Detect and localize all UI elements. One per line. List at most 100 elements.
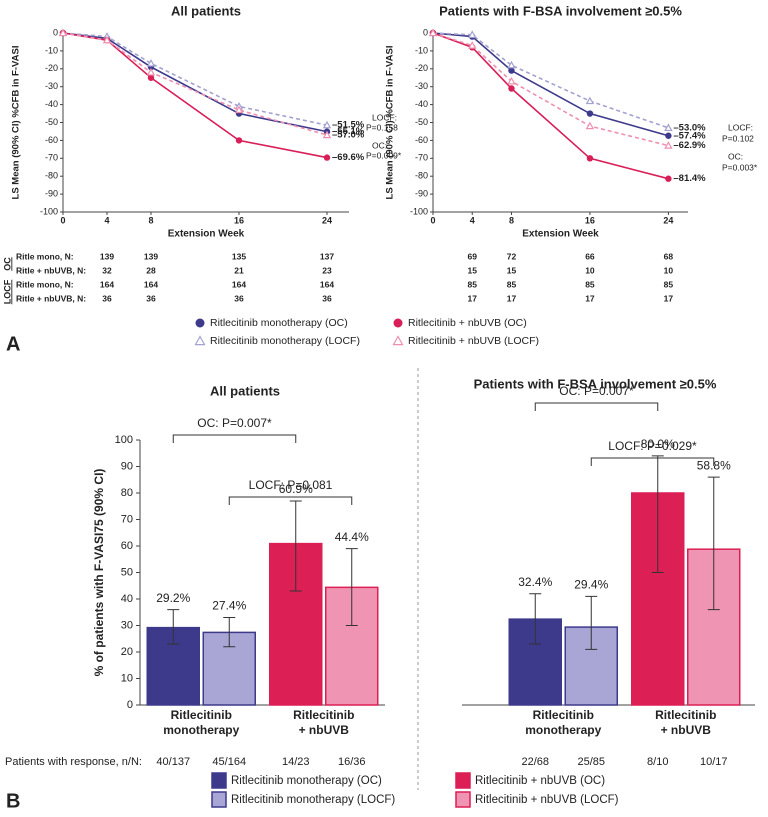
significance-label: LOCF: P=0.081	[249, 478, 333, 492]
legend-marker	[194, 335, 206, 346]
data-point	[468, 41, 477, 49]
legend-label: Ritlecitinib monotherapy (OC)	[231, 775, 382, 787]
x-axis-label: Extension Week	[522, 229, 599, 240]
table-cell: 36	[322, 293, 332, 303]
y-axis-label: LS Mean (90% CI) %CFB in F-VASI	[11, 46, 22, 200]
y-tick-label: -40	[45, 99, 58, 109]
table-cell: 10	[585, 265, 595, 275]
legend-swatch	[211, 772, 227, 789]
chart-title: All patients	[171, 3, 241, 18]
y-tick-label: -50	[415, 117, 428, 127]
value-label: 32.4%	[518, 575, 552, 589]
data-point	[146, 58, 156, 67]
data-point	[507, 76, 516, 85]
series-line	[62, 32, 328, 126]
data-point	[664, 141, 673, 149]
y-tick-label: -30	[45, 81, 58, 91]
chart-title: All patients	[210, 383, 280, 398]
y-tick-label: 100	[115, 434, 133, 446]
table-cell: 21	[234, 265, 244, 275]
y-tick-label: -100	[40, 206, 58, 216]
error-bar	[289, 500, 302, 592]
annotation: OC:	[728, 151, 743, 161]
y-tick-label: -80	[415, 171, 428, 181]
series-line	[432, 32, 669, 147]
data-point	[586, 155, 594, 162]
response-count: 25/85	[577, 756, 605, 768]
y-tick-label: 50	[121, 566, 133, 578]
series-line	[432, 32, 669, 129]
table-cell: 36	[102, 293, 112, 303]
table-cell: 23	[322, 265, 332, 275]
legend-label: Ritlecitinib monotherapy (LOCF)	[210, 335, 360, 347]
error-bar	[223, 617, 236, 648]
y-tick-label: 0	[127, 699, 133, 711]
y-tick-label: -90	[45, 188, 58, 198]
table-row-label: Ritle + nbUVB, N:	[16, 293, 86, 303]
table-cell: 85	[664, 279, 674, 289]
table-cell: 72	[507, 251, 517, 261]
table-cell: 85	[507, 279, 517, 289]
table-cell: 15	[507, 265, 517, 275]
error-bar	[529, 593, 542, 645]
y-tick-label: -90	[415, 188, 428, 198]
table-cell: 164	[144, 279, 158, 289]
y-tick-label: 80	[121, 487, 133, 499]
data-point	[665, 132, 672, 139]
y-tick-label: -100	[410, 206, 428, 216]
chart-title: Patients with F-BSA involvement ≥0.5%	[439, 3, 682, 18]
data-point	[235, 137, 243, 144]
annotation: P=0.158	[366, 122, 398, 132]
error-bar	[167, 609, 180, 645]
legend-label: Ritlecitinib + nbUVB (LOCF)	[475, 794, 619, 806]
table-cell: 17	[507, 293, 517, 303]
value-label: –57.0%	[332, 130, 365, 141]
legend-label: Ritlecitinib + nbUVB (LOCF)	[408, 335, 539, 347]
series-line	[432, 32, 669, 180]
data-point	[665, 175, 672, 182]
x-tick-label: 16	[585, 215, 595, 225]
legend-label: Ritlecitinib + nbUVB (OC)	[408, 317, 527, 329]
y-tick-label: -50	[45, 117, 58, 127]
table-cell: 164	[232, 279, 246, 289]
table-row-label: Ritle mono, N:	[16, 279, 74, 289]
response-count: 40/137	[156, 756, 190, 768]
y-tick-label: -80	[45, 171, 58, 181]
category-label: Ritlecitinib + nbUVB	[655, 708, 716, 737]
legend-label: Ritlecitinib monotherapy (LOCF)	[231, 794, 395, 806]
panel-label: A	[6, 333, 20, 355]
x-tick-label: 4	[470, 215, 475, 225]
table-cell: 17	[467, 293, 477, 303]
x-tick-label: 0	[60, 215, 65, 225]
table-row-label: Ritle mono, N:	[16, 251, 74, 261]
legend-marker	[195, 318, 205, 328]
table-cell: 36	[146, 293, 156, 303]
value-label: 44.4%	[335, 530, 369, 544]
y-axis-label: % of patients with F-VASI75 (90% CI)	[92, 469, 106, 677]
significance-label: OC: P=0.007*	[559, 384, 634, 398]
value-label: 29.2%	[156, 591, 190, 605]
y-tick-label: 0	[53, 27, 58, 37]
table-cell: 139	[144, 251, 158, 261]
significance-bracket	[534, 402, 659, 411]
y-tick-label: 10	[121, 672, 133, 684]
data-point	[507, 60, 516, 69]
data-point	[585, 121, 595, 130]
annotation: P=0.102	[722, 133, 754, 143]
response-count: 22/68	[521, 756, 549, 768]
x-tick-label: 16	[234, 215, 244, 225]
y-tick-label: -20	[45, 63, 58, 73]
data-point	[586, 110, 594, 117]
data-point	[508, 67, 515, 74]
table-group-label: OC	[2, 257, 12, 271]
category-label: Ritlecitinib + nbUVB	[293, 708, 354, 737]
legend-label: Ritlecitinib monotherapy (OC)	[210, 317, 348, 329]
annotation: LOCF:	[728, 122, 753, 132]
y-tick-label: 0	[423, 27, 428, 37]
value-label: –53.0%	[673, 122, 706, 133]
value-label: 27.4%	[212, 599, 246, 613]
data-point	[322, 130, 332, 139]
response-count: 45/164	[212, 756, 246, 768]
